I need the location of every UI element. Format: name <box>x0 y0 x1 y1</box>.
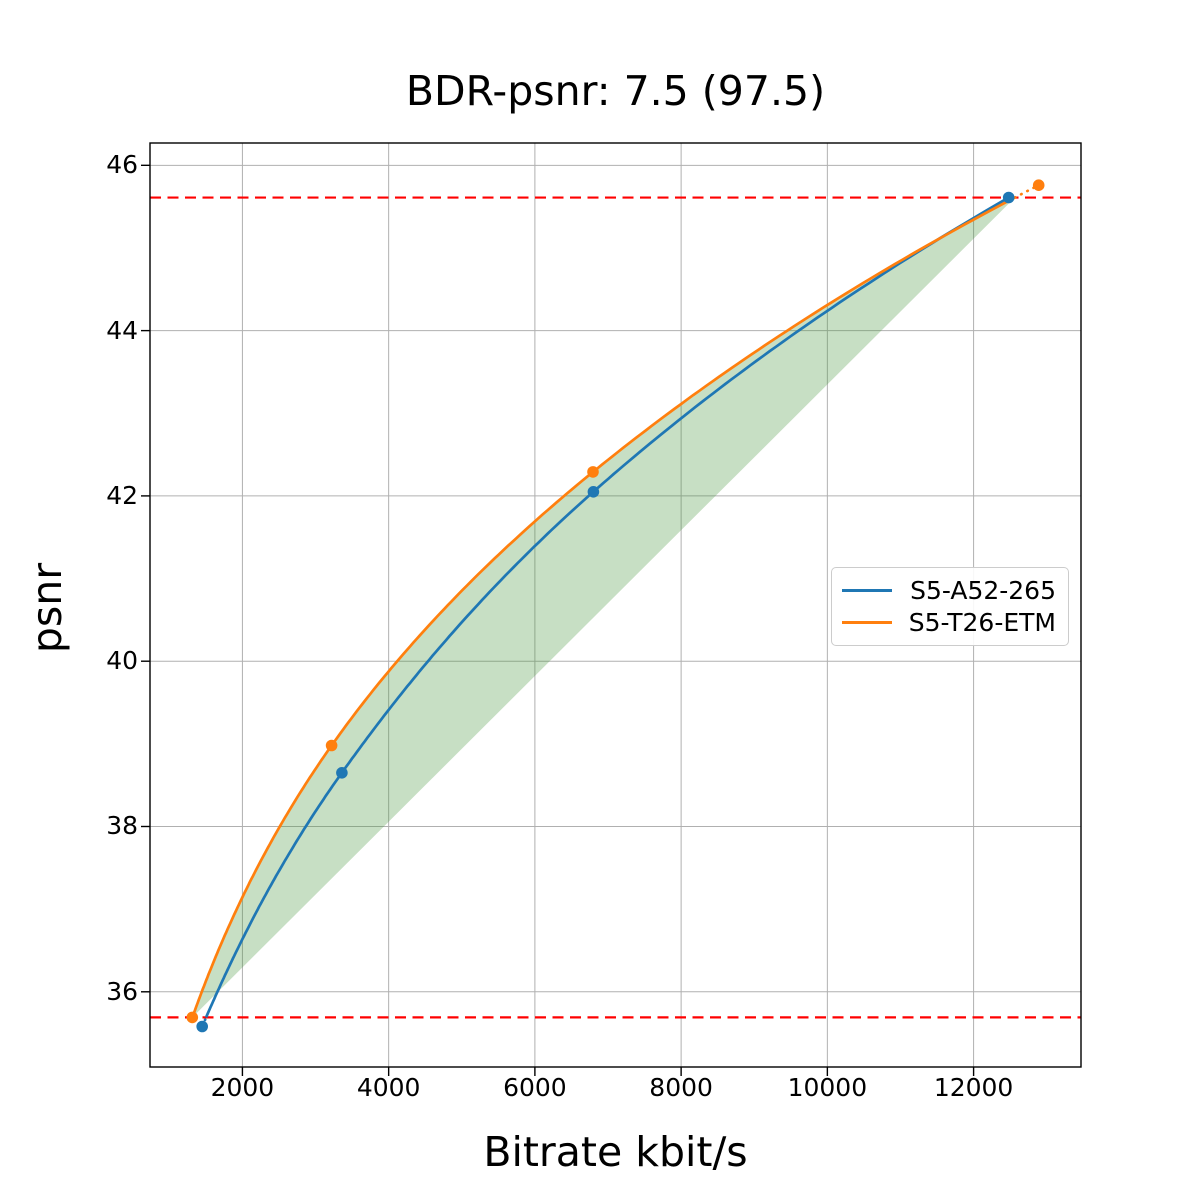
chart-title: BDR-psnr: 7.5 (97.5) <box>405 67 826 115</box>
legend-label: S5-A52-265 <box>910 575 1056 605</box>
y-tick-label: 40 <box>106 646 138 676</box>
x-tick-label: 4000 <box>356 1073 421 1102</box>
y-tick-label: 46 <box>106 150 138 180</box>
y-tick-label: 44 <box>106 315 138 345</box>
legend-row: S5-A52-265 <box>842 577 1056 605</box>
y-tick-label: 42 <box>106 480 138 510</box>
x-tick-label: 10000 <box>787 1073 868 1102</box>
legend-label: S5-T26-ETM <box>908 607 1056 637</box>
x-tick-label: 6000 <box>503 1073 567 1102</box>
x-axis-label: Bitrate kbit/s <box>483 1128 748 1176</box>
y-axis-label: psnr <box>23 562 71 654</box>
legend-line-swatch-orange <box>842 621 892 625</box>
legend-row: S5-T26-ETM <box>842 609 1056 637</box>
x-tick-label: 8000 <box>649 1073 713 1102</box>
legend-line-swatch-blue <box>842 588 892 592</box>
y-tick-label: 38 <box>106 811 138 841</box>
y-tick-label: 36 <box>106 976 138 1006</box>
x-tick-label: 2000 <box>210 1073 275 1102</box>
legend: S5-A52-265 S5-T26-ETM <box>831 567 1069 646</box>
x-tick-label: 12000 <box>933 1073 1014 1102</box>
